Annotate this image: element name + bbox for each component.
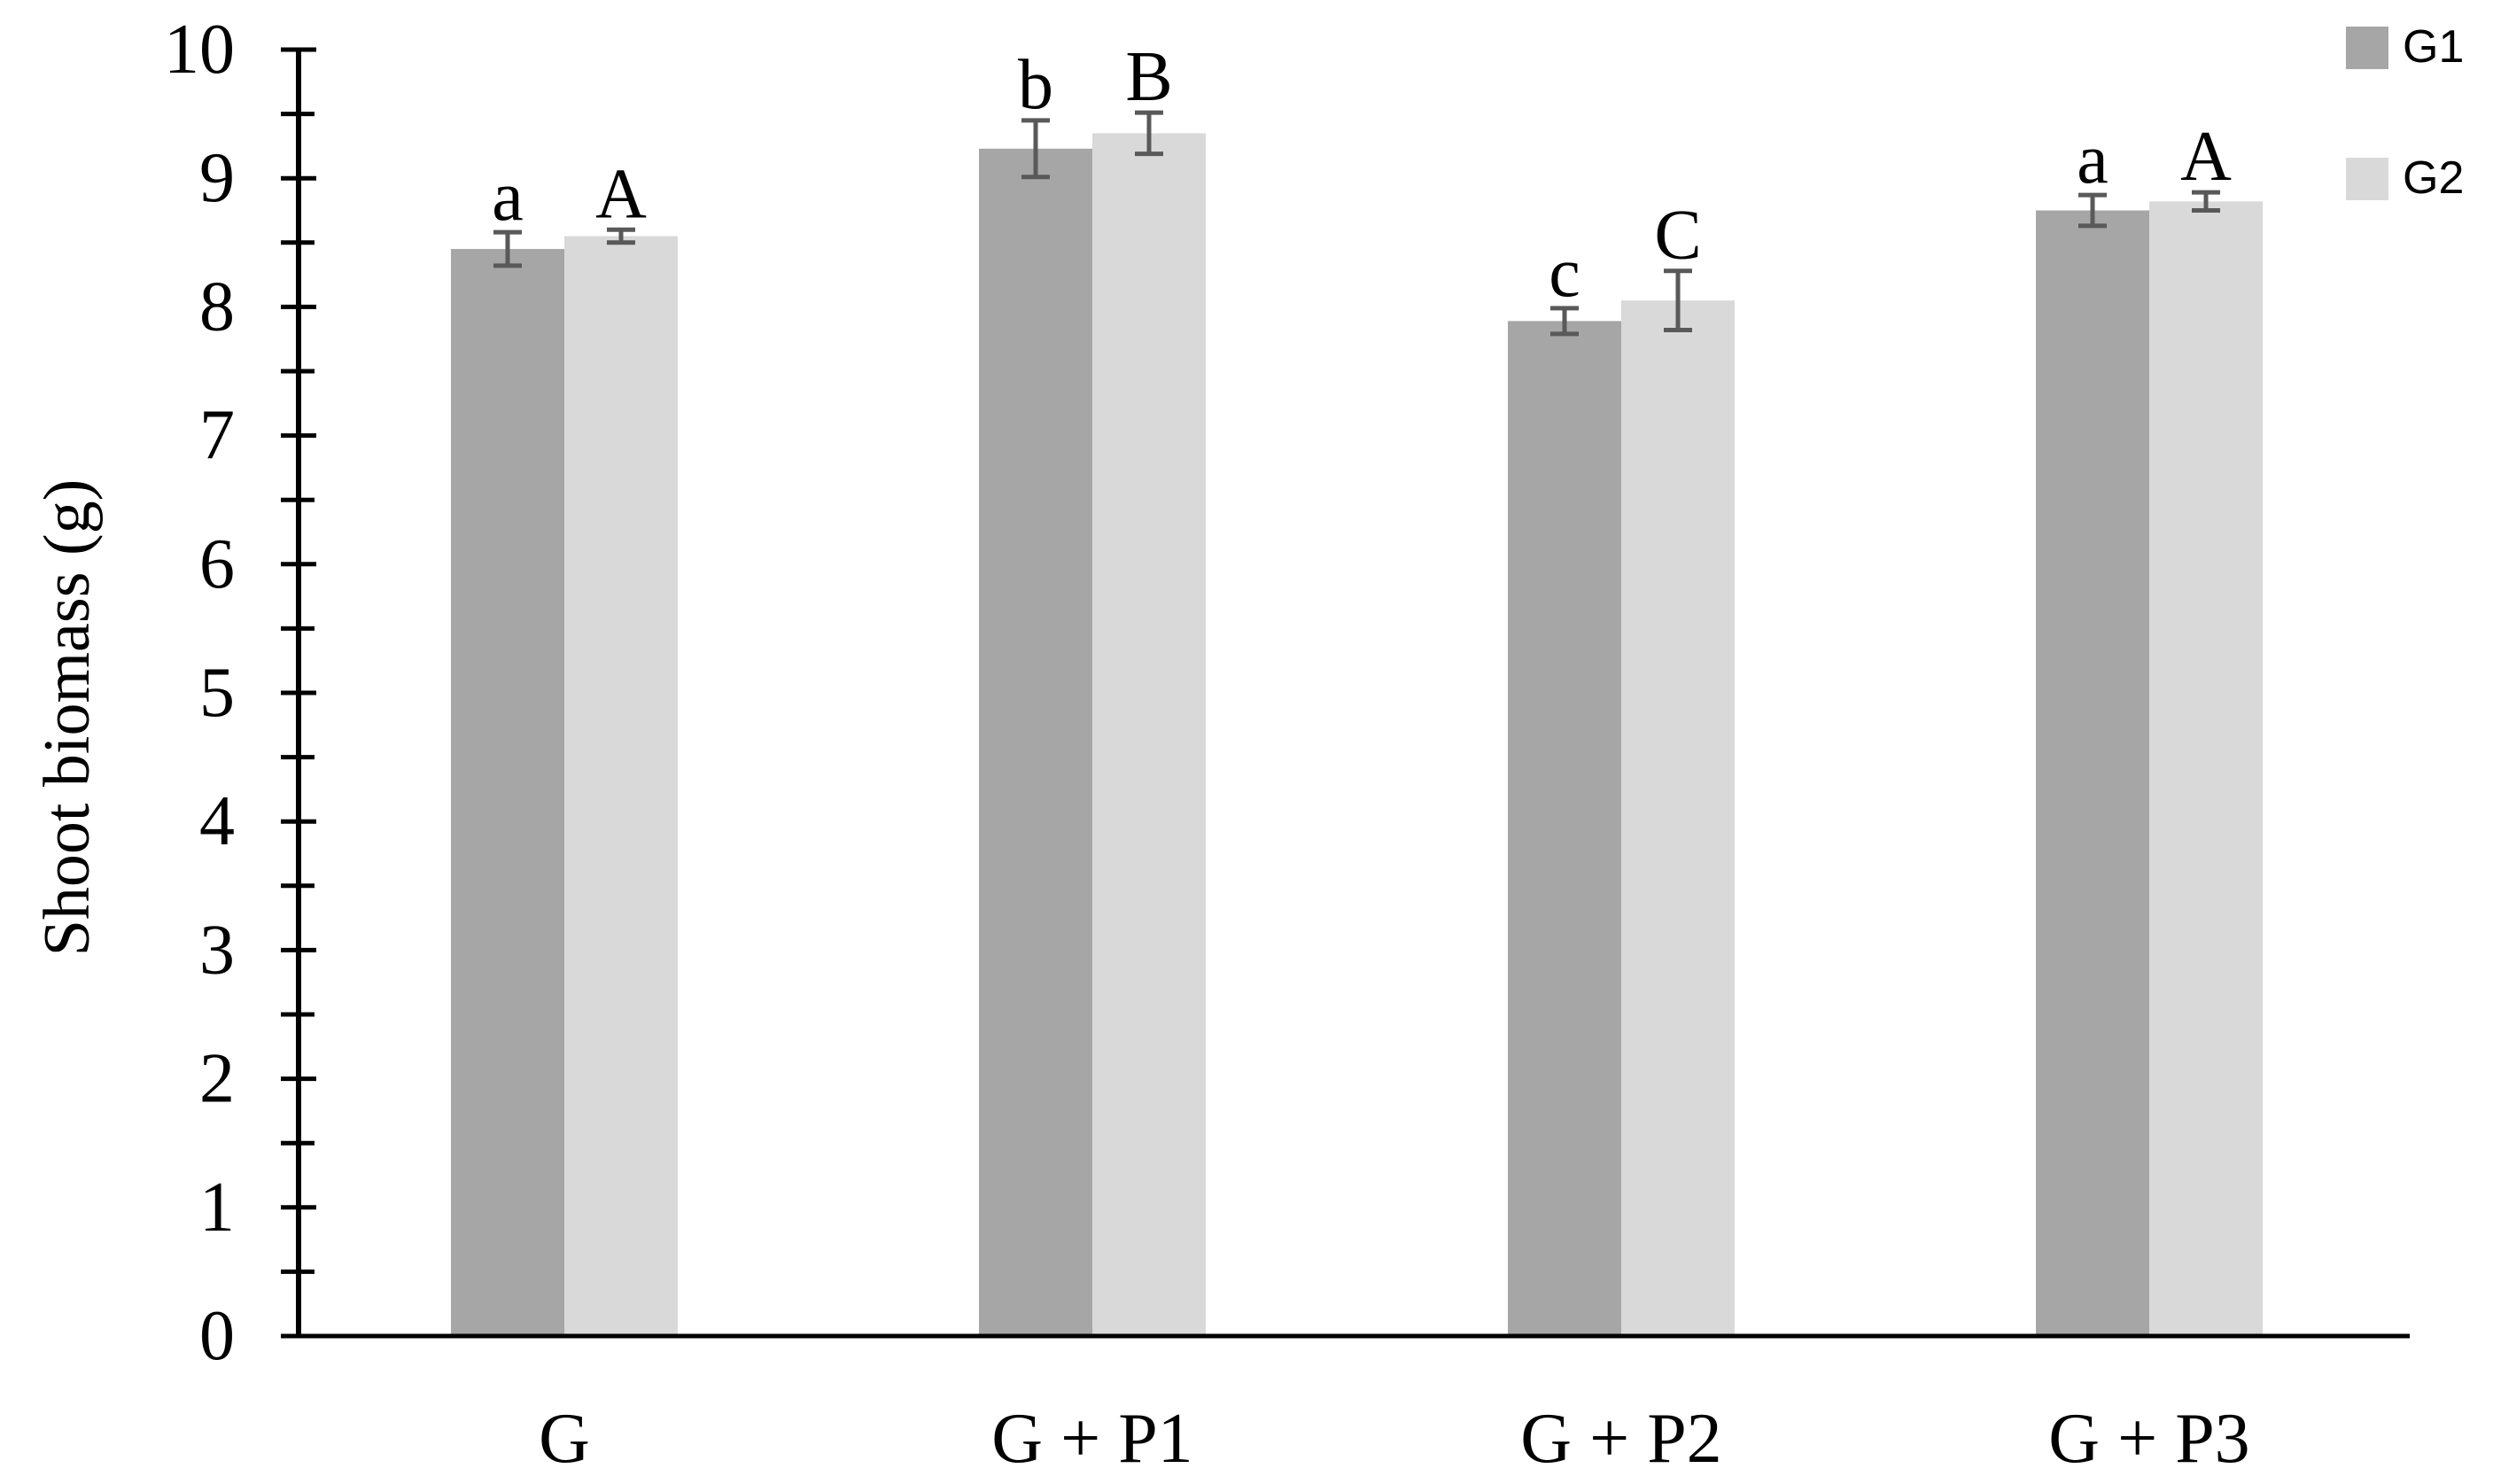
legend-label-g2: G2 (2403, 152, 2464, 204)
y-tick-label-0: 0 (199, 1297, 235, 1375)
x-tick-label-2: G + P2 (1520, 1400, 1721, 1478)
x-tick-label-1: G + P1 (991, 1400, 1192, 1478)
legend-item-g2: G2 (2346, 152, 2464, 204)
y-tick-label-10: 10 (164, 11, 235, 89)
significance-letter-g1-2: c (1549, 234, 1580, 312)
x-tick-label-3: G + P3 (2048, 1400, 2249, 1478)
significance-letter-g1-3: a (2077, 120, 2109, 198)
axes-layer (281, 47, 2410, 1339)
bar-g1-3 (2036, 210, 2149, 1336)
error-bar-g2-0 (607, 227, 635, 245)
error-bars-layer (493, 110, 2220, 337)
y-tick-label-1: 1 (199, 1169, 235, 1247)
bar-g1-0 (451, 249, 564, 1336)
y-tick-label-7: 7 (199, 397, 235, 475)
bar-g2-0 (564, 236, 678, 1336)
error-bar-g1-3 (2078, 192, 2107, 229)
error-bar-g1-1 (1021, 118, 1050, 180)
legend-item-g1: G1 (2346, 21, 2464, 73)
y-tick-label-2: 2 (199, 1040, 235, 1118)
y-tick-label-8: 8 (199, 268, 235, 346)
significance-letter-g1-1: b (1018, 46, 1053, 124)
significance-letter-g2-1: B (1125, 38, 1172, 116)
legend-swatch-g1 (2346, 27, 2388, 69)
y-tick-label-9: 9 (199, 139, 235, 217)
significance-letter-g2-0: A (595, 155, 647, 233)
y-axis-label: Shoot biomass (g) (31, 479, 104, 957)
x-tick-labels-layer: G G + P1 G + P2 G + P3 (539, 1400, 2250, 1478)
significance-letter-g1-0: a (492, 158, 524, 236)
error-bar-g2-1 (1135, 110, 1163, 157)
bar-g2-3 (2149, 201, 2263, 1337)
error-bar-g1-0 (493, 229, 522, 268)
bar-g1-1 (979, 148, 1092, 1337)
legend-swatch-g2 (2346, 158, 2388, 200)
y-tick-labels-layer: 0 1 2 3 4 5 6 7 8 9 10 (164, 11, 235, 1375)
error-bar-g1-2 (1550, 306, 1579, 337)
legend: G1 G2 (2346, 21, 2464, 204)
bar-g1-2 (1508, 321, 1621, 1336)
y-tick-label-5: 5 (199, 654, 235, 732)
y-tick-label-4: 4 (199, 782, 235, 860)
y-tick-label-6: 6 (199, 525, 235, 603)
x-tick-label-0: G (539, 1400, 590, 1478)
legend-label-g1: G1 (2403, 21, 2464, 73)
y-tick-label-3: 3 (199, 911, 235, 989)
significance-letter-g2-3: A (2180, 118, 2232, 196)
significance-letter-g2-2: C (1654, 197, 1701, 275)
bars-layer (451, 133, 2263, 1337)
error-bar-g2-3 (2192, 190, 2220, 213)
bar-g2-2 (1621, 300, 1735, 1336)
error-bar-g2-2 (1664, 268, 1692, 333)
bar-g2-1 (1092, 133, 1206, 1336)
